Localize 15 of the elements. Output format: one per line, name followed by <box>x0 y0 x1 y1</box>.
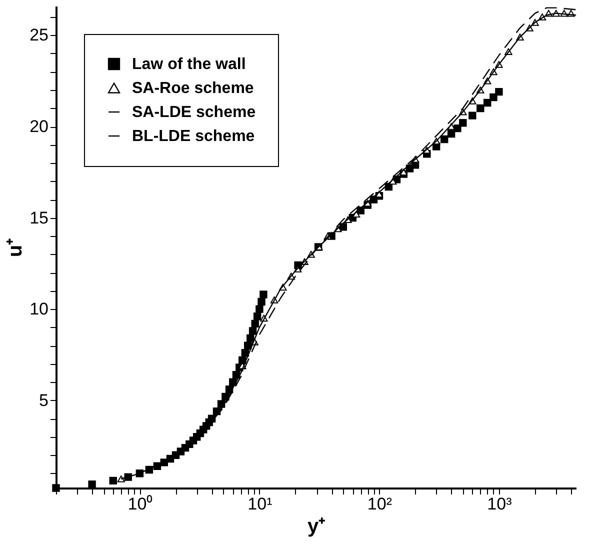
x-axis-title: y⁺ <box>307 516 326 538</box>
y-tick-label: 10 <box>30 300 48 319</box>
legend-label: SA-Roe scheme <box>132 80 254 97</box>
legend-label: BL-LDE scheme <box>132 128 255 145</box>
x-tick-label: 10¹ <box>248 494 273 514</box>
x-tick-label: 10⁰ <box>128 494 153 514</box>
legend-label: SA-LDE scheme <box>132 104 256 121</box>
y-tick-label: 5 <box>39 390 48 410</box>
x-tick-label: 10³ <box>487 494 512 514</box>
x-tick-label: 10² <box>367 494 392 514</box>
y-axis-title: u⁺ <box>4 238 27 258</box>
y-tick-label: 20 <box>30 117 48 136</box>
y-tick-label: 25 <box>30 26 48 45</box>
y-tick-label: 15 <box>30 208 48 228</box>
legend-label: Law of the wall <box>132 56 246 73</box>
